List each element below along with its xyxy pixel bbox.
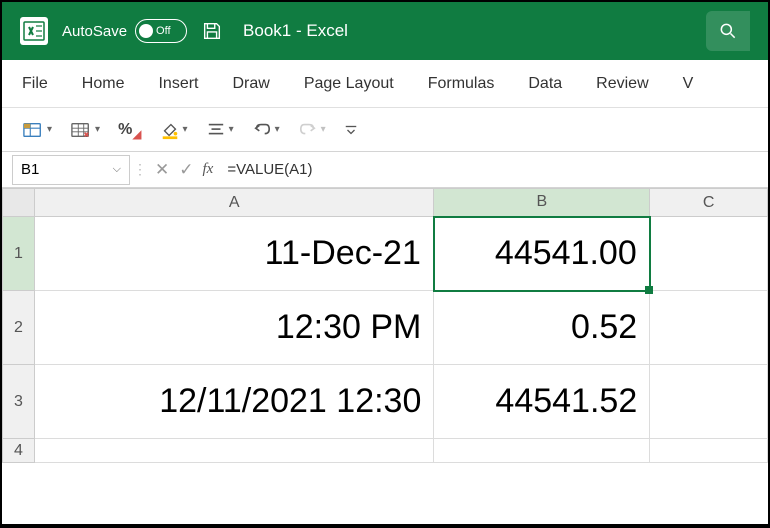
cell-b4[interactable] bbox=[434, 439, 650, 463]
col-header-a[interactable]: A bbox=[34, 189, 433, 217]
tab-page-layout[interactable]: Page Layout bbox=[302, 69, 396, 99]
tab-insert[interactable]: Insert bbox=[156, 69, 200, 99]
align-button[interactable]: ▾ bbox=[206, 121, 234, 139]
tab-formulas[interactable]: Formulas bbox=[426, 69, 497, 99]
row-header-2[interactable]: 2 bbox=[3, 291, 35, 365]
chevron-down-icon: ▾ bbox=[321, 124, 326, 135]
row-header-1[interactable]: 1 bbox=[3, 217, 35, 291]
search-button[interactable] bbox=[706, 11, 750, 51]
cell-c3[interactable] bbox=[650, 365, 768, 439]
cell-b2[interactable]: 0.52 bbox=[434, 291, 650, 365]
tab-draw[interactable]: Draw bbox=[230, 69, 271, 99]
autosave-switch[interactable]: Off bbox=[135, 19, 187, 43]
row-header-4[interactable]: 4 bbox=[3, 439, 35, 463]
table-row: 4 bbox=[3, 439, 768, 463]
document-title: Book1 - Excel bbox=[243, 21, 348, 41]
table-row: 3 12/11/2021 12:30 44541.52 bbox=[3, 365, 768, 439]
cell-c2[interactable] bbox=[650, 291, 768, 365]
formula-input[interactable]: =VALUE(A1) bbox=[221, 161, 768, 178]
cell-b1[interactable]: 44541.00 bbox=[434, 217, 650, 291]
cell-a2[interactable]: 12:30 PM bbox=[34, 291, 433, 365]
save-button[interactable] bbox=[201, 20, 223, 42]
fx-icon[interactable]: fx bbox=[203, 161, 214, 178]
tab-file[interactable]: File bbox=[20, 69, 50, 99]
formula-confirm-button[interactable]: ✓ bbox=[174, 160, 198, 180]
chevron-down-icon: ▾ bbox=[229, 124, 234, 135]
chevron-down-icon: ▾ bbox=[47, 124, 52, 135]
cell-c4[interactable] bbox=[650, 439, 768, 463]
autosave-state: Off bbox=[156, 25, 170, 37]
formula-bar-row: B1 ⌵ ⋮ ✕ ✓ fx =VALUE(A1) bbox=[2, 152, 768, 188]
column-headers-row: A B C bbox=[3, 189, 768, 217]
titlebar: AutoSave Off Book1 - Excel bbox=[2, 2, 768, 60]
undo-button[interactable]: ▾ bbox=[252, 121, 280, 139]
excel-app-icon bbox=[20, 17, 48, 45]
tab-home[interactable]: Home bbox=[80, 69, 127, 99]
excel-window: AutoSave Off Book1 - Excel File Home Ins… bbox=[2, 2, 768, 524]
col-header-b[interactable]: B bbox=[434, 189, 650, 217]
tab-view-partial[interactable]: V bbox=[681, 69, 696, 99]
quick-toolbar: ▾ ▾ %◢ ▾ ▾ ▾ ▾ bbox=[2, 108, 768, 152]
tab-data[interactable]: Data bbox=[526, 69, 564, 99]
spreadsheet-grid[interactable]: A B C 1 11-Dec-21 44541.00 2 12:30 PM 0.… bbox=[2, 188, 768, 524]
redo-button[interactable]: ▾ bbox=[298, 121, 326, 139]
customize-toolbar-button[interactable] bbox=[344, 123, 358, 137]
autosave-label: AutoSave bbox=[62, 23, 127, 40]
cell-a1[interactable]: 11-Dec-21 bbox=[34, 217, 433, 291]
percent-style-button[interactable]: %◢ bbox=[118, 119, 141, 141]
name-box-value: B1 bbox=[21, 161, 39, 178]
cell-a4[interactable] bbox=[34, 439, 433, 463]
separator: ⋮ bbox=[136, 160, 144, 180]
formula-cancel-button[interactable]: ✕ bbox=[150, 160, 174, 180]
cell-c1[interactable] bbox=[650, 217, 768, 291]
table-row: 1 11-Dec-21 44541.00 bbox=[3, 217, 768, 291]
cell-a3[interactable]: 12/11/2021 12:30 bbox=[34, 365, 433, 439]
name-box[interactable]: B1 ⌵ bbox=[12, 155, 130, 185]
chevron-down-icon: ▾ bbox=[275, 124, 280, 135]
percent-icon: % bbox=[118, 121, 132, 139]
chevron-down-icon: ▾ bbox=[95, 124, 100, 135]
cell-b3[interactable]: 44541.52 bbox=[434, 365, 650, 439]
fill-color-button[interactable]: ▾ bbox=[160, 120, 188, 140]
chevron-down-icon: ▾ bbox=[183, 124, 188, 135]
toggle-knob bbox=[139, 24, 153, 38]
select-all-corner[interactable] bbox=[3, 189, 35, 217]
row-header-3[interactable]: 3 bbox=[3, 365, 35, 439]
table-button[interactable]: ▾ bbox=[70, 120, 100, 140]
col-header-c[interactable]: C bbox=[650, 189, 768, 217]
ribbon-tabs: File Home Insert Draw Page Layout Formul… bbox=[2, 60, 768, 108]
table-row: 2 12:30 PM 0.52 bbox=[3, 291, 768, 365]
autosave-toggle[interactable]: AutoSave Off bbox=[62, 19, 187, 43]
tab-review[interactable]: Review bbox=[594, 69, 650, 99]
chevron-down-icon: ⌵ bbox=[113, 163, 121, 176]
pivot-table-button[interactable]: ▾ bbox=[22, 120, 52, 140]
